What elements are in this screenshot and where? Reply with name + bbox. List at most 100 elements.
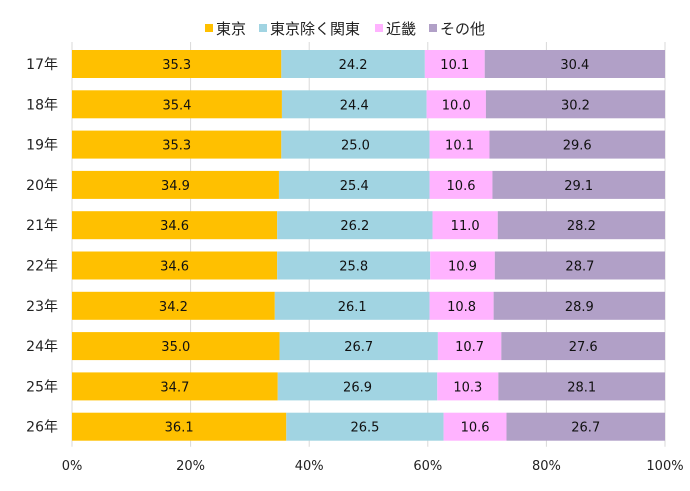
- data-label: 28.9: [565, 300, 594, 315]
- y-category-label: 24年: [26, 339, 58, 355]
- bar-segment: [489, 130, 665, 159]
- data-label: 25.8: [339, 260, 368, 275]
- data-label: 34.6: [160, 219, 189, 234]
- x-tick-label: 0%: [62, 459, 83, 474]
- data-label: 25.0: [341, 139, 370, 154]
- data-label: 10.1: [445, 139, 474, 154]
- bar-segment: [72, 412, 287, 441]
- data-label: 10.6: [447, 179, 476, 194]
- y-category-label: 19年: [26, 138, 58, 154]
- data-label: 24.2: [339, 58, 368, 73]
- bar-segment: [72, 90, 282, 119]
- x-tick-label: 60%: [413, 459, 442, 474]
- bar-segment: [437, 372, 499, 401]
- data-label: 26.7: [344, 340, 373, 355]
- data-label: 10.9: [448, 260, 477, 275]
- bar-segment: [281, 50, 425, 78]
- data-label: 27.6: [569, 340, 598, 355]
- y-category-label: 17年: [26, 57, 58, 73]
- legend-swatch: [259, 24, 267, 32]
- bar-segment: [498, 372, 665, 401]
- data-label: 35.4: [162, 98, 191, 113]
- data-label: 28.2: [567, 219, 596, 234]
- bar-segment: [426, 90, 486, 119]
- legend-swatch: [375, 24, 383, 32]
- y-category-label: 26年: [26, 420, 58, 436]
- x-tick-label: 80%: [532, 459, 561, 474]
- bar-segment: [424, 50, 485, 78]
- bar-segment: [432, 211, 498, 240]
- bar-segment: [281, 90, 427, 119]
- bar-segment: [429, 130, 490, 159]
- data-label: 34.9: [161, 179, 190, 194]
- x-tick-label: 40%: [295, 459, 324, 474]
- bar-segment: [274, 291, 430, 320]
- bar-segment: [72, 170, 279, 199]
- bar-segment: [72, 50, 282, 78]
- y-category-label: 20年: [26, 178, 58, 194]
- data-label: 36.1: [165, 421, 194, 436]
- bar-segment: [72, 291, 275, 320]
- bar-segment: [72, 372, 278, 401]
- bar-segment: [429, 291, 494, 320]
- bar-segment: [277, 372, 438, 401]
- x-tick-label: 20%: [176, 459, 205, 474]
- y-category-label: 21年: [26, 218, 58, 234]
- bar-segment: [277, 211, 433, 240]
- data-label: 28.7: [565, 260, 594, 275]
- bar-segment: [494, 251, 665, 280]
- data-label: 10.0: [442, 98, 471, 113]
- bar-segment: [277, 251, 431, 280]
- data-label: 26.5: [350, 421, 379, 436]
- data-label: 25.4: [340, 179, 369, 194]
- data-label: 10.1: [440, 58, 469, 73]
- legend-label: 東京: [216, 20, 246, 38]
- bar-segment: [72, 211, 278, 240]
- data-label: 35.3: [162, 58, 191, 73]
- bar-segment: [484, 50, 665, 78]
- bar-segment: [493, 291, 665, 320]
- bar-segment: [286, 412, 444, 441]
- bar-segment: [437, 332, 502, 361]
- bar-segment: [278, 170, 430, 199]
- bar-segment: [501, 332, 665, 361]
- data-label: 30.2: [561, 98, 590, 113]
- bar-segment: [506, 412, 665, 441]
- y-category-label: 22年: [26, 259, 58, 275]
- data-label: 10.8: [447, 300, 476, 315]
- data-label: 35.0: [161, 340, 190, 355]
- bar-segment: [443, 412, 507, 441]
- data-label: 26.2: [340, 219, 369, 234]
- data-label: 10.7: [455, 340, 484, 355]
- bar-segment: [72, 130, 282, 159]
- legend-label: 東京除く関東: [270, 20, 360, 38]
- data-label: 29.6: [563, 139, 592, 154]
- bar-segment: [430, 251, 495, 280]
- legend-label: その他: [440, 20, 485, 38]
- data-label: 34.2: [159, 300, 188, 315]
- legend-swatch: [205, 24, 213, 32]
- x-tick-label: 100%: [646, 459, 683, 474]
- bar-segment: [279, 332, 438, 361]
- bar-segment: [497, 211, 665, 240]
- bar-segment: [429, 170, 493, 199]
- data-label: 28.1: [567, 380, 596, 395]
- data-label: 35.3: [162, 139, 191, 154]
- data-label: 29.1: [564, 179, 593, 194]
- data-label: 10.3: [453, 380, 482, 395]
- data-label: 10.6: [461, 421, 490, 436]
- y-category-label: 18年: [26, 97, 58, 113]
- bar-segment: [72, 332, 280, 361]
- data-label: 24.4: [340, 98, 369, 113]
- data-label: 11.0: [451, 219, 480, 234]
- y-category-label: 23年: [26, 299, 58, 315]
- data-label: 26.1: [338, 300, 367, 315]
- data-label: 30.4: [560, 58, 589, 73]
- legend-label: 近畿: [386, 20, 416, 38]
- bar-segment: [492, 170, 665, 199]
- data-label: 34.6: [160, 260, 189, 275]
- data-label: 34.7: [160, 380, 189, 395]
- bar-segment: [485, 90, 665, 119]
- legend-swatch: [429, 24, 437, 32]
